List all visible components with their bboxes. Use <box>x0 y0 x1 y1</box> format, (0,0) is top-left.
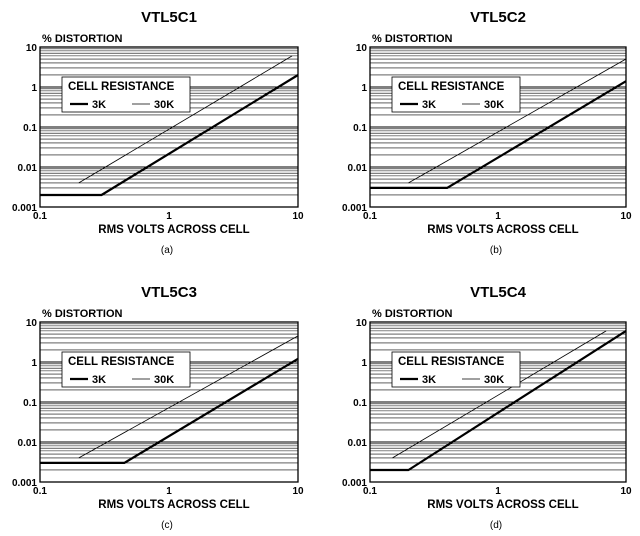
grid-lines <box>40 46 298 208</box>
series-line-3k <box>370 329 627 472</box>
legend-title: CELL RESISTANCE <box>68 356 175 368</box>
legend-box <box>391 76 521 113</box>
panel-caption: (d) <box>490 520 502 531</box>
x-tick-label: 10 <box>620 486 632 497</box>
y-tick-label: 0.1 <box>23 123 37 134</box>
series-line-30k <box>408 58 627 184</box>
legend-label: 3K <box>422 374 436 386</box>
legend: CELL RESISTANCE 3K 30K <box>391 76 521 113</box>
y-tick-label: 0.01 <box>348 163 368 174</box>
y-tick-label: 0.1 <box>353 398 367 409</box>
chart-title: VTL5C1 <box>141 9 197 26</box>
panel-caption: (a) <box>161 245 173 256</box>
plot-frame <box>369 321 627 483</box>
series-line-3k <box>40 357 299 464</box>
y-tick-label: 1 <box>361 83 367 94</box>
x-tick-label: 10 <box>620 211 632 222</box>
chart-panel-1: VTL5C2 % DISTORTION 0.001 0.01 0.1 1 10 0.1 1 10 R… <box>342 9 632 256</box>
legend-label: 3K <box>92 374 106 386</box>
chart-title: VTL5C4 <box>470 284 527 301</box>
x-tick-label: 0.1 <box>33 211 47 222</box>
x-tick-label: 10 <box>292 211 304 222</box>
x-tick-label: 1 <box>495 486 501 497</box>
y-tick-label: 0.001 <box>12 478 37 489</box>
legend-label: 30K <box>154 99 174 111</box>
y-axis-label: % DISTORTION <box>42 308 123 320</box>
y-tick-label: 1 <box>361 358 367 369</box>
plot-frame <box>39 321 299 483</box>
series-line-30k <box>78 335 299 459</box>
y-tick-label: 0.001 <box>342 478 367 489</box>
chart-title: VTL5C2 <box>470 9 526 26</box>
legend-title: CELL RESISTANCE <box>398 356 505 368</box>
legend-box <box>61 351 191 388</box>
x-axis-label: RMS VOLTS ACROSS CELL <box>98 224 249 236</box>
y-tick-label: 1 <box>31 358 37 369</box>
y-tick-label: 10 <box>26 318 38 329</box>
x-axis-label: RMS VOLTS ACROSS CELL <box>98 499 249 511</box>
x-tick-label: 1 <box>166 486 172 497</box>
chart-panel-3: VTL5C4 % DISTORTION 0.001 0.01 0.1 1 10 0.1 1 10 R… <box>342 284 632 531</box>
series-line-30k <box>392 330 607 459</box>
legend-label: 30K <box>484 374 504 386</box>
y-tick-label: 0.01 <box>18 163 38 174</box>
x-tick-label: 0.1 <box>363 486 377 497</box>
y-tick-label: 0.1 <box>353 123 367 134</box>
y-tick-label: 10 <box>356 318 368 329</box>
chart-panel-0: VTL5C1 % DISTORTION 0.001 0.01 0.1 1 10 0.1 1 10 R… <box>12 9 304 256</box>
legend: CELL RESISTANCE 3K 30K <box>61 351 191 388</box>
legend-box <box>61 76 191 113</box>
x-tick-label: 1 <box>166 211 172 222</box>
legend-box <box>391 351 521 388</box>
series-line-3k <box>370 80 627 189</box>
x-tick-label: 0.1 <box>33 486 47 497</box>
panel-caption: (c) <box>161 520 173 531</box>
x-tick-label: 1 <box>495 211 501 222</box>
legend: CELL RESISTANCE 3K 30K <box>61 76 191 113</box>
y-tick-label: 0.01 <box>348 438 368 449</box>
panel-caption: (b) <box>490 245 502 256</box>
y-tick-label: 10 <box>356 43 368 54</box>
x-axis-label: RMS VOLTS ACROSS CELL <box>427 499 578 511</box>
plot-frame <box>39 46 299 208</box>
series-line-3k <box>40 74 299 197</box>
y-tick-label: 1 <box>31 83 37 94</box>
legend-label: 3K <box>92 99 106 111</box>
grid-lines <box>370 46 626 208</box>
grid-lines <box>40 321 298 483</box>
legend-title: CELL RESISTANCE <box>68 81 175 93</box>
chart-panel-2: VTL5C3 % DISTORTION 0.001 0.01 0.1 1 10 0.1 1 10 R… <box>12 284 304 531</box>
legend: CELL RESISTANCE 3K 30K <box>391 351 521 388</box>
legend-label: 3K <box>422 99 436 111</box>
x-axis-label: RMS VOLTS ACROSS CELL <box>427 224 578 236</box>
grid-lines <box>370 321 626 483</box>
plot-frame <box>369 46 627 208</box>
y-axis-label: % DISTORTION <box>42 33 123 45</box>
y-tick-label: 0.01 <box>18 438 38 449</box>
chart-title: VTL5C3 <box>141 284 197 301</box>
legend-label: 30K <box>484 99 504 111</box>
y-tick-label: 0.001 <box>342 203 367 214</box>
series-line-30k <box>78 55 293 184</box>
legend-label: 30K <box>154 374 174 386</box>
y-axis-label: % DISTORTION <box>372 308 453 320</box>
y-tick-label: 0.001 <box>12 203 37 214</box>
y-tick-label: 10 <box>26 43 38 54</box>
legend-title: CELL RESISTANCE <box>398 81 505 93</box>
y-tick-label: 0.1 <box>23 398 37 409</box>
x-tick-label: 0.1 <box>363 211 377 222</box>
y-axis-label: % DISTORTION <box>372 33 453 45</box>
x-tick-label: 10 <box>292 486 304 497</box>
